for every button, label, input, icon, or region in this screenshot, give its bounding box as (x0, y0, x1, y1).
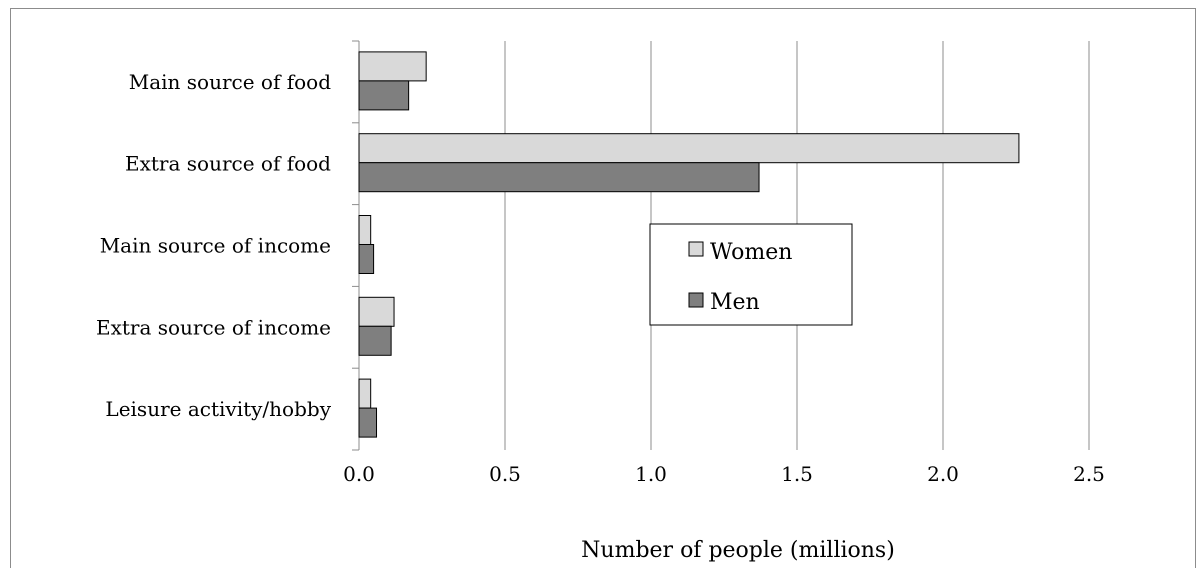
category-label: Extra source of food (125, 152, 331, 176)
bar-women (358, 215, 372, 245)
x-axis-title: Number of people (millions) (581, 538, 895, 562)
tick-labels: 0.0 0.5 1.0 1.5 2.0 2.5 (343, 462, 1105, 486)
chart-frame (10, 8, 1196, 568)
bars (358, 51, 1020, 438)
legend-box (649, 223, 853, 326)
bar-women (358, 296, 395, 327)
axes (352, 40, 360, 451)
x-tick-label: 2.5 (1073, 462, 1105, 486)
category-label: Main source of income (100, 234, 331, 258)
bar-women (358, 133, 1020, 164)
bar-men (358, 325, 392, 356)
bar-women (358, 51, 427, 82)
legend-label-women: Women (710, 240, 792, 265)
legend-swatch-men (688, 292, 704, 308)
category-label: Extra source of income (96, 315, 331, 339)
bar-men (358, 162, 760, 193)
legend-label-men: Men (710, 290, 760, 315)
category-label: Main source of food (129, 70, 331, 94)
bar-men (358, 407, 378, 438)
x-tick-label: 0.5 (489, 462, 521, 486)
legend-swatch-women (688, 241, 704, 257)
category-label: Leisure activity/hobby (105, 397, 331, 421)
legend: Women Men (649, 223, 853, 326)
x-tick-label: 1.0 (635, 462, 667, 486)
x-tick-label: 1.5 (781, 462, 813, 486)
category-labels: Main source of food Extra source of food M… (96, 70, 332, 421)
bar-women (358, 378, 372, 409)
x-tick-label: 0.0 (343, 462, 375, 486)
bar-men (358, 80, 410, 111)
x-tick-label: 2.0 (927, 462, 959, 486)
bar-men (358, 244, 375, 274)
